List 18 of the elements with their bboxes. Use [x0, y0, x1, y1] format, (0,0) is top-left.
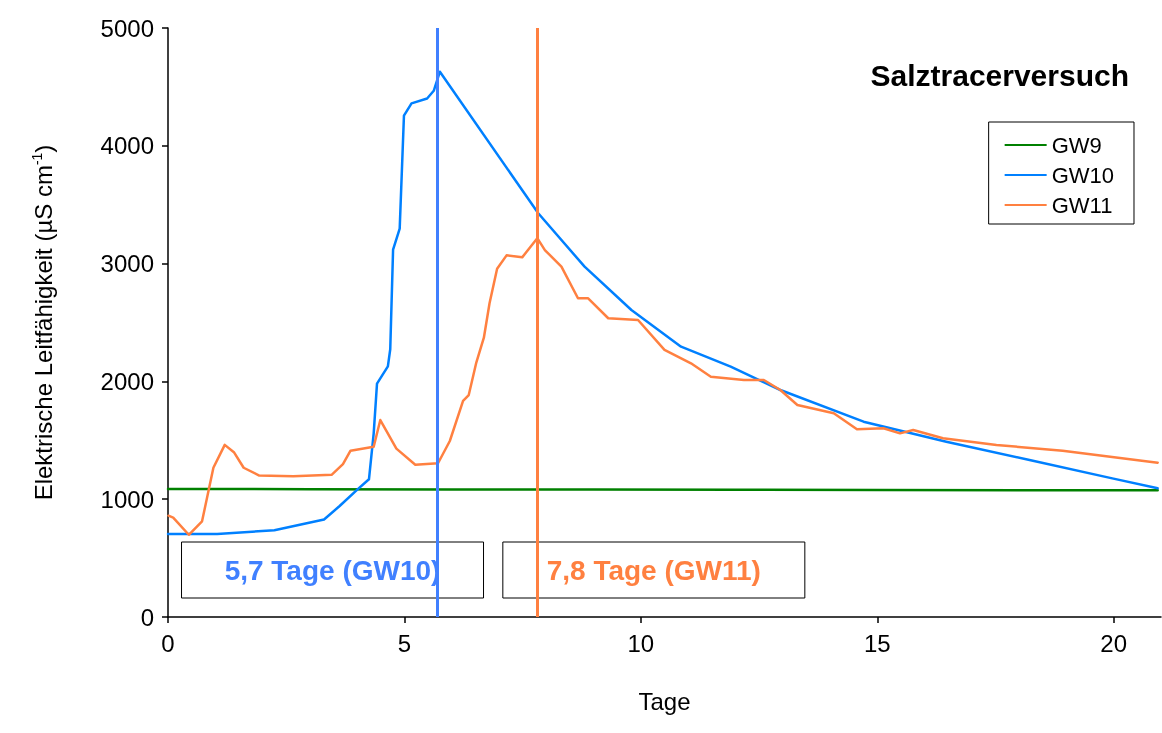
x-tick-label: 20 — [1100, 629, 1128, 657]
y-tick-label: 4000 — [100, 132, 154, 160]
y-tick-label: 2000 — [100, 367, 154, 395]
x-tick-label: 10 — [627, 629, 655, 657]
y-tick-label: 0 — [140, 603, 154, 631]
x-tick-label: 15 — [863, 629, 891, 657]
legend-label: GW10 — [1051, 162, 1115, 188]
y-tick-label: 3000 — [100, 250, 154, 278]
y-tick-label: 1000 — [100, 485, 154, 513]
x-axis-title: Tage — [638, 687, 691, 715]
x-tick-label: 0 — [161, 629, 175, 657]
legend-label: GW9 — [1051, 132, 1102, 158]
text: Salztracerversuch — [870, 58, 1130, 92]
ref-line-label: 7,8 Tage (GW11) — [546, 554, 761, 586]
y-axis-title: Elektrische Leitfähigkeit (µS cm-1) — [29, 144, 57, 501]
y-tick-label: 5000 — [100, 14, 154, 42]
x-tick-label: 5 — [397, 629, 412, 657]
legend-label: GW11 — [1051, 192, 1113, 218]
